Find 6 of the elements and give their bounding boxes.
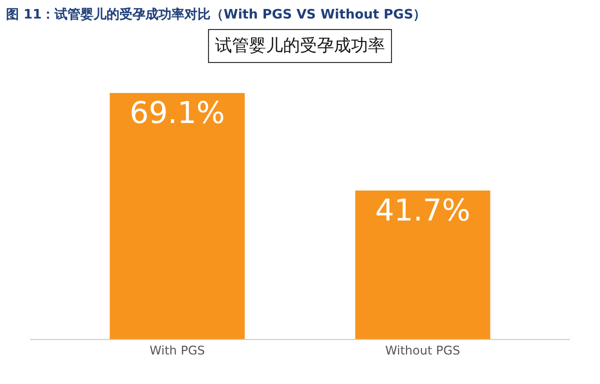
x-tick-label: Without PGS (385, 343, 460, 358)
data-label: 41.7% (375, 194, 470, 229)
chart-subtitle: 试管婴儿的受孕成功率 (215, 36, 385, 56)
data-label: 69.1% (130, 96, 225, 131)
chart-title: 图 11：试管婴儿的受孕成功率对比（With PGS VS Without PGS） (6, 6, 426, 23)
x-tick-label: With PGS (150, 343, 205, 358)
